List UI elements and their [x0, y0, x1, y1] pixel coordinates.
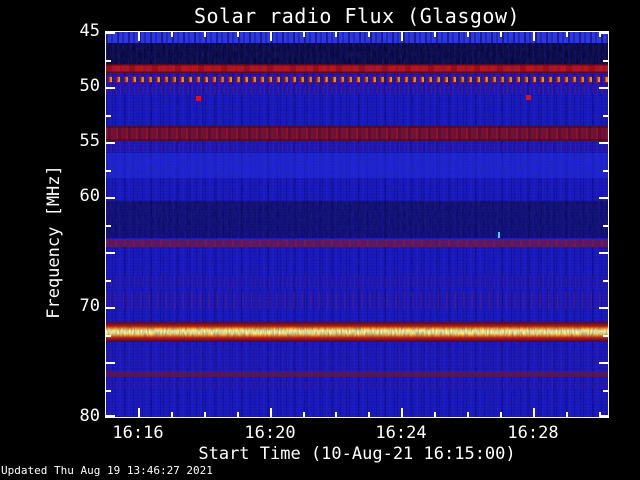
x-axis-tick [434, 412, 437, 417]
x-axis-tick [302, 412, 305, 417]
y-axis-tick [603, 169, 608, 172]
x-axis-tick [137, 408, 140, 417]
y-axis-tick [599, 307, 608, 309]
y-axis-tick [599, 252, 608, 254]
band-speckle_red [106, 291, 608, 310]
x-axis-tick [335, 412, 338, 417]
band-speckle_purple [106, 381, 608, 390]
y-axis-tick [106, 197, 115, 199]
band-speckle_purple [106, 85, 608, 95]
x-axis-tick [500, 32, 502, 37]
x-axis-tick [467, 412, 470, 417]
x-axis-tick [236, 32, 239, 37]
band-rfi_red [106, 63, 608, 74]
x-axis-tick [467, 32, 470, 37]
radio-burst-point [195, 96, 201, 101]
y-axis-tick [106, 114, 111, 117]
x-tick-label: 16:20 [244, 423, 296, 443]
x-axis-tick [203, 412, 206, 417]
y-axis-tick [599, 87, 608, 89]
y-tick-label: 60 [79, 186, 100, 206]
y-axis-tick [106, 87, 115, 89]
y-axis-tick [106, 32, 115, 34]
y-tick-label: 45 [79, 21, 100, 41]
spectrogram-plot [105, 31, 609, 418]
y-axis-tick [106, 334, 111, 337]
y-axis-tick [599, 32, 608, 34]
x-axis-tick [532, 408, 535, 417]
x-axis-tick [137, 32, 140, 41]
y-tick-label: 50 [79, 76, 100, 96]
band-strong_line [106, 322, 608, 343]
x-axis-tick [401, 32, 404, 41]
y-tick-label: 70 [79, 296, 100, 316]
y-axis-tick [106, 59, 111, 62]
y-axis-tick [106, 362, 115, 364]
y-axis-tick [599, 142, 608, 144]
x-axis-tick [598, 32, 601, 37]
updated-timestamp: Updated Thu Aug 19 13:46:27 2021 [1, 464, 213, 477]
band-rfi_purple [106, 239, 608, 247]
y-axis-tick [106, 307, 115, 309]
y-axis-tick [106, 142, 115, 144]
y-tick-label: 55 [79, 131, 100, 151]
band-rfi_thin [106, 371, 608, 377]
y-axis-tick [106, 389, 111, 392]
y-axis-tick [106, 169, 111, 172]
y-axis-tick [603, 59, 608, 62]
y-axis-tick [603, 334, 608, 337]
x-axis-tick [368, 32, 371, 37]
x-tick-label: 16:24 [375, 423, 427, 443]
x-axis-tick [335, 32, 338, 37]
y-axis-tick [603, 114, 608, 117]
y-axis-tick [106, 224, 111, 227]
x-tick-label: 16:16 [112, 423, 164, 443]
band-dark_zone [106, 42, 608, 64]
x-axis-tick [170, 32, 173, 37]
x-tick-label: 16:28 [507, 423, 559, 443]
radio-burst-point [526, 94, 532, 100]
x-axis-tick [434, 32, 437, 37]
chart-title: Solar radio Flux (Glasgow) [193, 4, 521, 28]
y-tick-label: 80 [79, 406, 100, 426]
y-axis-tick [106, 415, 115, 417]
band-bright_zone [106, 152, 608, 179]
y-axis-tick [599, 197, 608, 199]
x-axis-tick [532, 32, 535, 41]
x-axis-tick [203, 32, 206, 37]
y-axis-tick [603, 389, 608, 392]
dash-core [107, 77, 608, 82]
y-axis-tick [599, 362, 608, 364]
x-axis-tick [401, 408, 404, 417]
spectrogram-canvas [106, 32, 608, 417]
y-axis-tick [106, 279, 111, 282]
x-axis-tick [170, 412, 173, 417]
x-axis-tick [500, 412, 502, 417]
x-axis-tick [302, 32, 305, 37]
y-axis-tick [599, 415, 608, 417]
band-rfi_maroon [106, 126, 608, 142]
x-axis-tick [368, 412, 371, 417]
band-speckle_purple [106, 346, 608, 369]
radio-burst-point [497, 232, 500, 239]
x-axis-tick [565, 32, 568, 37]
x-axis-tick [598, 412, 601, 417]
x-axis-label: Start Time (10-Aug-21 16:15:00) [198, 444, 516, 464]
band-dark_zone [106, 201, 608, 238]
y-axis-tick [603, 279, 608, 282]
band-speckle_purple [106, 142, 608, 153]
band-rfi_dashed [106, 75, 608, 84]
x-axis-tick [236, 412, 239, 417]
y-axis-tick [106, 252, 115, 254]
x-axis-tick [565, 412, 568, 417]
x-axis-tick [269, 32, 272, 41]
band-speckle_purple [106, 276, 608, 289]
y-axis-tick [603, 224, 608, 227]
x-axis-tick [269, 408, 272, 417]
